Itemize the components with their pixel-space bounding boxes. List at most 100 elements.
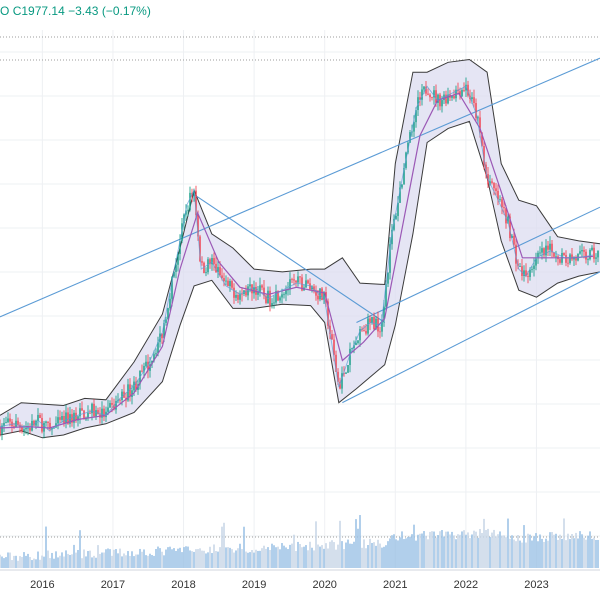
- volume-bar: [173, 548, 175, 568]
- volume-bar: [575, 532, 577, 568]
- candle-body: [229, 281, 231, 287]
- candle-body: [447, 94, 449, 104]
- candle-body: [423, 86, 425, 90]
- volume-bar: [99, 553, 101, 568]
- volume-bar: [549, 532, 551, 568]
- volume-bar: [105, 549, 107, 568]
- volume-bar: [237, 548, 239, 568]
- trendline-2: [356, 206, 600, 323]
- candle-body: [213, 258, 215, 264]
- volume-bar: [305, 545, 307, 568]
- volume-bar: [519, 540, 521, 568]
- candle-body: [381, 320, 383, 332]
- candle-body: [59, 417, 61, 420]
- volume-bar: [129, 555, 131, 568]
- volume-bar: [557, 539, 559, 568]
- volume-bar: [89, 550, 91, 568]
- volume-bar: [483, 518, 485, 568]
- candle-body: [555, 256, 557, 258]
- candle-body: [295, 280, 297, 283]
- candle-body: [155, 353, 157, 355]
- candle-body: [225, 280, 227, 282]
- candle-body: [483, 145, 485, 165]
- candle-body: [219, 267, 221, 276]
- volume-bar: [319, 546, 321, 568]
- volume-bar: [457, 534, 459, 568]
- volume-bar: [1, 556, 3, 568]
- volume-bar: [271, 543, 273, 568]
- candle-body: [45, 421, 47, 423]
- volume-bar: [347, 539, 349, 568]
- volume-bar: [289, 544, 291, 568]
- candle-body: [19, 424, 21, 428]
- candle-body: [579, 251, 581, 254]
- volume-bar: [107, 548, 109, 568]
- candle-body: [153, 354, 155, 361]
- moving-average-line: [0, 92, 593, 429]
- candle-body: [101, 408, 103, 418]
- volume-bar: [593, 537, 595, 568]
- candle-body: [165, 319, 167, 323]
- candle-body: [491, 181, 493, 183]
- volume-bar: [427, 539, 429, 568]
- candle-body: [177, 254, 179, 265]
- candle-body: [415, 110, 417, 123]
- candle-body: [21, 427, 23, 432]
- candle-body: [427, 93, 429, 95]
- candle-body: [429, 94, 431, 98]
- candle-body: [173, 271, 175, 277]
- volume-bar: [405, 538, 407, 568]
- volume-bar: [387, 541, 389, 568]
- candle-body: [553, 252, 555, 257]
- candle-body: [541, 248, 543, 253]
- candle-body: [507, 216, 509, 224]
- volume-bar: [369, 538, 371, 568]
- candle-body: [207, 259, 209, 273]
- candle-body: [351, 348, 353, 350]
- candle-body: [279, 297, 281, 301]
- candle-body: [409, 132, 411, 143]
- candle-body: [227, 280, 229, 287]
- envelope-band: [0, 59, 600, 438]
- volume-bar: [77, 549, 79, 568]
- candle-body: [597, 250, 599, 258]
- candle-body: [531, 268, 533, 270]
- volume-bar: [511, 535, 513, 568]
- candle-body: [209, 259, 211, 265]
- volume-bar: [83, 549, 85, 568]
- volume-bar: [287, 549, 289, 568]
- candle-body: [451, 95, 453, 98]
- candle-body: [37, 414, 39, 421]
- candle-body: [387, 272, 389, 284]
- candle-body: [397, 202, 399, 216]
- volume-bar: [413, 524, 415, 568]
- volume-bar: [499, 531, 501, 568]
- volume-bar: [535, 533, 537, 568]
- candle-body: [75, 412, 77, 421]
- candle-body: [585, 251, 587, 260]
- candle-body: [263, 287, 265, 296]
- volume-bar: [191, 551, 193, 568]
- x-tick-label: 2022: [454, 579, 478, 591]
- volume-bar: [137, 554, 139, 568]
- volume-bar: [275, 547, 277, 568]
- volume-bar: [9, 552, 11, 568]
- candle-body: [497, 190, 499, 200]
- candle-body: [163, 322, 165, 339]
- volume-bar: [365, 548, 367, 568]
- volume-bar: [595, 539, 597, 568]
- volume-bar: [239, 543, 241, 568]
- x-tick-label: 2018: [171, 579, 195, 591]
- volume-bar: [171, 549, 173, 568]
- volume-bar: [41, 555, 43, 568]
- candle-body: [245, 290, 247, 296]
- candle-body: [237, 294, 239, 300]
- candle-body: [179, 240, 181, 255]
- candle-body: [335, 354, 337, 372]
- volume-bar: [323, 548, 325, 568]
- candle-body: [3, 422, 5, 426]
- candle-body: [205, 272, 207, 273]
- candle-body: [15, 420, 17, 427]
- volume-bar: [313, 550, 315, 568]
